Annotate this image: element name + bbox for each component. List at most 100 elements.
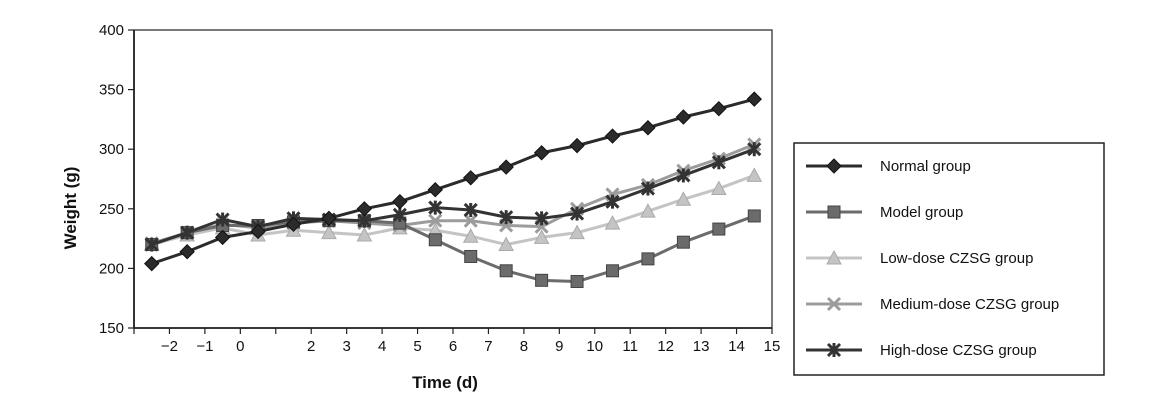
marker-square (641, 252, 655, 266)
marker-triangle (321, 224, 337, 240)
marker-triangle (498, 236, 515, 252)
marker-diamond (498, 159, 514, 175)
data-point-model-group (606, 264, 619, 278)
data-point-high-dose-czsg-group (144, 237, 159, 252)
data-point-high-dose-czsg-group (499, 210, 514, 225)
data-point-low-dose-czsg-group (533, 229, 550, 244)
marker-diamond (427, 182, 443, 198)
marker-square (428, 233, 442, 247)
data-point-normal-group (427, 182, 443, 198)
legend-label-medium-dose-czsg-group: Medium-dose CZSG group (880, 296, 1059, 313)
x-tick-label: −2 (161, 338, 178, 355)
legend-marker-model-group (827, 205, 841, 219)
x-tick-label: 10 (586, 338, 603, 355)
data-point-medium-dose-czsg-group (428, 213, 443, 228)
marker-square (676, 235, 690, 249)
data-point-low-dose-czsg-group (321, 224, 337, 240)
data-point-low-dose-czsg-group (710, 180, 727, 196)
marker-square (606, 264, 619, 278)
marker-diamond (711, 100, 727, 117)
marker-triangle (356, 226, 373, 242)
legend-label-model-group: Model group (880, 204, 963, 221)
x-tick-label: −1 (196, 338, 213, 355)
data-point-normal-group (498, 159, 514, 175)
data-point-normal-group (569, 137, 585, 154)
data-point-normal-group (214, 229, 231, 246)
data-point-low-dose-czsg-group (498, 236, 515, 252)
data-point-normal-group (356, 201, 373, 217)
data-point-medium-dose-czsg-group (463, 213, 478, 228)
marker-square (464, 249, 478, 263)
marker-triangle (569, 224, 585, 240)
x-tick-label: 7 (484, 338, 492, 355)
marker-diamond (463, 170, 479, 186)
marker-triangle (746, 167, 763, 182)
data-point-high-dose-czsg-group (747, 142, 762, 157)
x-tick-label: 0 (236, 338, 244, 355)
x-tick-label: 13 (693, 338, 710, 355)
data-point-high-dose-czsg-group (569, 206, 585, 221)
marker-diamond (569, 137, 585, 154)
y-tick-label: 150 (99, 320, 124, 337)
legend-marker-low-dose-czsg-group (826, 249, 842, 265)
marker-diamond (826, 158, 842, 174)
marker-square (570, 275, 584, 289)
x-tick-label: 9 (555, 338, 563, 355)
data-point-normal-group (144, 255, 160, 272)
legend-marker-medium-dose-czsg-group (826, 296, 842, 312)
data-point-model-group (570, 275, 584, 289)
legend-marker-normal-group (826, 158, 842, 174)
data-point-normal-group (463, 170, 479, 186)
x-axis-title: Time (d) (412, 373, 478, 392)
data-point-model-group (641, 252, 655, 266)
x-tick-label: 3 (342, 338, 350, 355)
data-point-high-dose-czsg-group (711, 155, 726, 170)
marker-triangle (462, 228, 479, 243)
plot-area: 150 200 250 300 350 400 −2 −1 0 2 3 4 5 6 7 8 9 10 11 12 13 1… (99, 22, 780, 355)
marker-x-stroke (826, 296, 842, 312)
data-point-high-dose-czsg-group (428, 200, 443, 215)
data-point-high-dose-czsg-group (180, 225, 195, 240)
x-tick-label: 2 (307, 338, 315, 355)
marker-triangle (675, 191, 692, 206)
marker-x-stroke (463, 213, 478, 228)
data-point-model-group (535, 273, 549, 287)
marker-square (712, 222, 726, 236)
data-point-high-dose-czsg-group (215, 212, 230, 227)
data-point-model-group (499, 264, 513, 278)
legend-label-low-dose-czsg-group: Low-dose CZSG group (880, 250, 1033, 267)
marker-diamond (392, 193, 408, 210)
marker-x-stroke (428, 213, 443, 228)
marker-triangle (640, 203, 656, 218)
y-tick-label: 400 (99, 22, 124, 39)
x-tick-label: 4 (378, 338, 386, 355)
data-point-normal-group (285, 216, 302, 233)
data-point-low-dose-czsg-group (640, 203, 656, 218)
x-tick-label: 15 (764, 338, 781, 355)
x-tick-label: 6 (449, 338, 457, 355)
data-point-low-dose-czsg-group (675, 191, 692, 206)
marker-diamond (179, 244, 195, 260)
data-point-model-group (428, 233, 442, 247)
y-axis-title: Weight (g) (61, 167, 80, 250)
series-line-high-dose-czsg-group (151, 147, 755, 246)
y-tick-label: 350 (99, 82, 124, 99)
legend-label-normal-group: Normal group (880, 158, 971, 175)
legend-label-high-dose-czsg-group: High-dose CZSG group (880, 342, 1037, 359)
data-point-low-dose-czsg-group (569, 224, 585, 240)
data-point-low-dose-czsg-group (604, 215, 621, 230)
marker-triangle (826, 249, 842, 265)
legend: Normal group Model group Low-dose CZSG gro… (793, 142, 1105, 376)
y-tick-label: 300 (99, 141, 124, 158)
y-tick-label: 250 (99, 201, 124, 218)
marker-square (499, 264, 513, 278)
marker-diamond (604, 128, 621, 144)
marker-diamond (285, 216, 302, 233)
data-point-normal-group (392, 193, 408, 210)
marker-triangle (604, 215, 621, 230)
data-point-high-dose-czsg-group (463, 202, 478, 218)
marker-square (535, 273, 549, 287)
data-point-high-dose-czsg-group (605, 194, 620, 209)
x-tick-label: 11 (622, 338, 638, 355)
